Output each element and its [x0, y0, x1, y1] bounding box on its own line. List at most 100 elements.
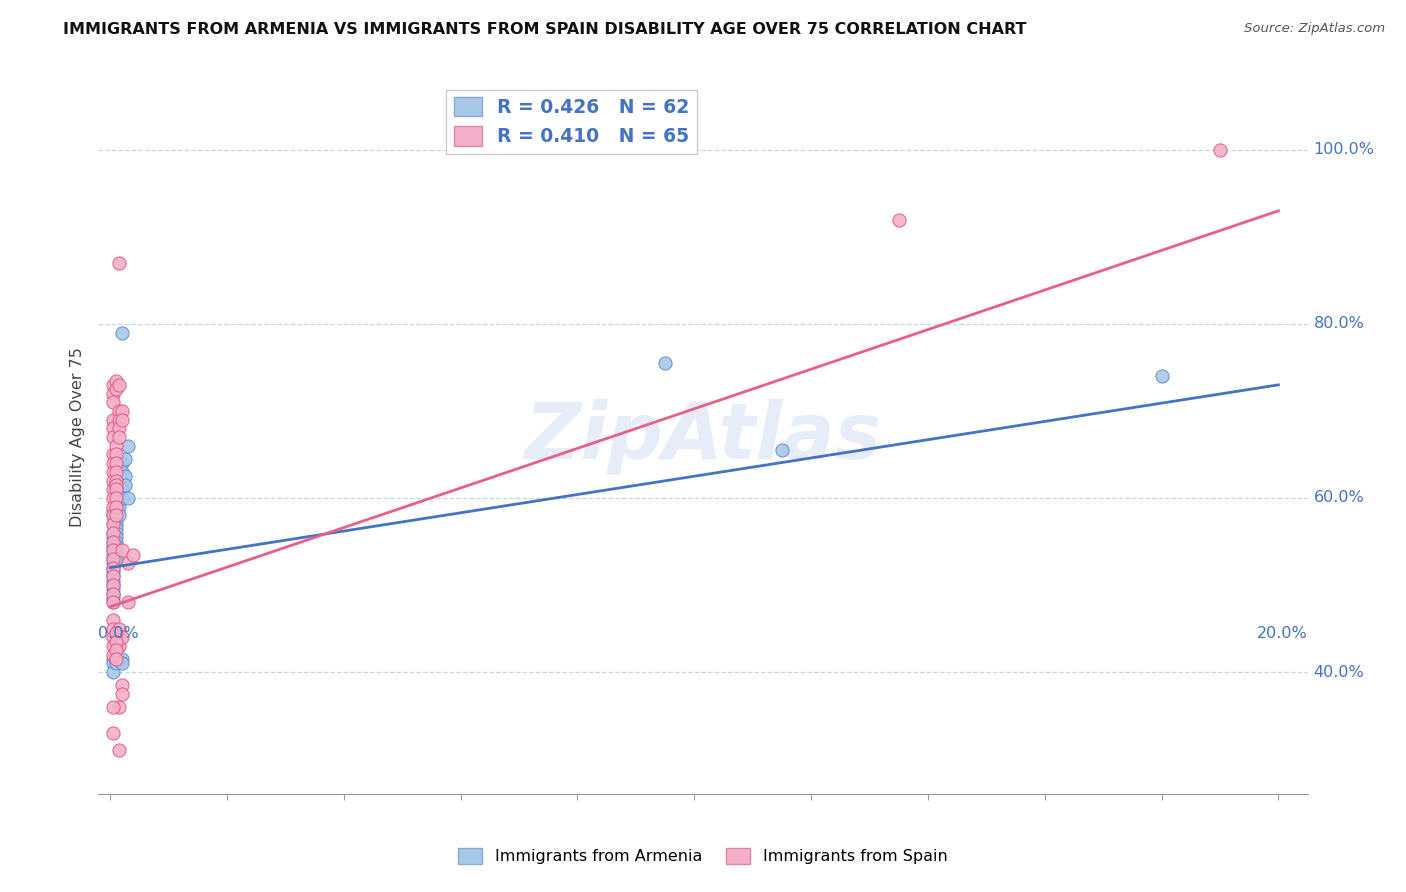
- Point: [108, 421, 131, 435]
- Point: [101, 465, 124, 479]
- Point: [108, 508, 131, 523]
- Text: 40.0%: 40.0%: [1313, 665, 1364, 680]
- Point: [111, 657, 134, 671]
- Point: [104, 525, 127, 540]
- Y-axis label: Disability Age Over 75: Disability Age Over 75: [70, 347, 86, 527]
- Point: [101, 569, 124, 583]
- Point: [104, 626, 127, 640]
- Point: [108, 743, 131, 757]
- Point: [111, 491, 134, 505]
- Point: [108, 491, 131, 505]
- Point: [101, 565, 124, 579]
- Point: [104, 534, 127, 549]
- Point: [101, 578, 124, 592]
- Point: [101, 595, 124, 609]
- Point: [111, 456, 134, 470]
- Text: 100.0%: 100.0%: [1313, 143, 1375, 157]
- Point: [101, 613, 124, 627]
- Point: [101, 456, 124, 470]
- Point: [111, 630, 134, 644]
- Point: [104, 513, 127, 527]
- Point: [101, 560, 124, 574]
- Point: [108, 474, 131, 488]
- Point: [101, 430, 124, 444]
- Point: [108, 412, 131, 426]
- Point: [101, 574, 124, 588]
- Text: 80.0%: 80.0%: [1313, 317, 1364, 332]
- Legend: R = 0.426   N = 62, R = 0.410   N = 65: R = 0.426 N = 62, R = 0.410 N = 65: [446, 90, 697, 154]
- Point: [114, 469, 136, 483]
- Point: [101, 587, 124, 601]
- Point: [104, 508, 127, 523]
- Point: [101, 639, 124, 653]
- Point: [101, 491, 124, 505]
- Point: [101, 665, 124, 679]
- Point: [101, 560, 124, 574]
- Point: [101, 582, 124, 597]
- Point: [111, 652, 134, 666]
- Point: [104, 643, 127, 657]
- Point: [770, 443, 793, 458]
- Point: [108, 639, 131, 653]
- Point: [104, 652, 127, 666]
- Point: [101, 448, 124, 462]
- Point: [104, 474, 127, 488]
- Point: [104, 491, 127, 505]
- Point: [101, 543, 124, 558]
- Text: IMMIGRANTS FROM ARMENIA VS IMMIGRANTS FROM SPAIN DISABILITY AGE OVER 75 CORRELAT: IMMIGRANTS FROM ARMENIA VS IMMIGRANTS FR…: [63, 22, 1026, 37]
- Point: [108, 456, 131, 470]
- Point: [104, 491, 127, 505]
- Point: [101, 377, 124, 392]
- Point: [887, 212, 910, 227]
- Point: [101, 517, 124, 532]
- Point: [101, 652, 124, 666]
- Point: [111, 678, 134, 692]
- Text: ZipAtlas: ZipAtlas: [524, 399, 882, 475]
- Point: [101, 534, 124, 549]
- Point: [101, 504, 124, 518]
- Point: [101, 548, 124, 562]
- Point: [122, 548, 145, 562]
- Point: [1150, 369, 1173, 384]
- Point: [101, 421, 124, 435]
- Point: [104, 552, 127, 566]
- Point: [111, 326, 134, 340]
- Legend: Immigrants from Armenia, Immigrants from Spain: Immigrants from Armenia, Immigrants from…: [451, 841, 955, 871]
- Point: [104, 530, 127, 544]
- Point: [101, 587, 124, 601]
- Point: [104, 543, 127, 558]
- Point: [114, 478, 136, 492]
- Point: [108, 486, 131, 500]
- Point: [101, 412, 124, 426]
- Point: [101, 525, 124, 540]
- Point: [104, 448, 127, 462]
- Point: [104, 478, 127, 492]
- Point: [111, 412, 134, 426]
- Point: [104, 500, 127, 514]
- Point: [104, 634, 127, 648]
- Point: [101, 552, 124, 566]
- Point: [101, 699, 124, 714]
- Point: [101, 591, 124, 605]
- Point: [104, 500, 127, 514]
- Point: [101, 517, 124, 532]
- Point: [654, 356, 676, 370]
- Point: [101, 539, 124, 553]
- Point: [101, 543, 124, 558]
- Point: [104, 517, 127, 532]
- Point: [101, 657, 124, 671]
- Point: [101, 483, 124, 497]
- Point: [104, 483, 127, 497]
- Point: [111, 687, 134, 701]
- Point: [108, 409, 131, 423]
- Text: Source: ZipAtlas.com: Source: ZipAtlas.com: [1244, 22, 1385, 36]
- Point: [104, 539, 127, 553]
- Point: [108, 630, 131, 644]
- Point: [101, 622, 124, 636]
- Point: [104, 474, 127, 488]
- Point: [104, 456, 127, 470]
- Point: [108, 500, 131, 514]
- Text: 0.0%: 0.0%: [98, 626, 139, 641]
- Point: [104, 465, 127, 479]
- Point: [108, 256, 131, 270]
